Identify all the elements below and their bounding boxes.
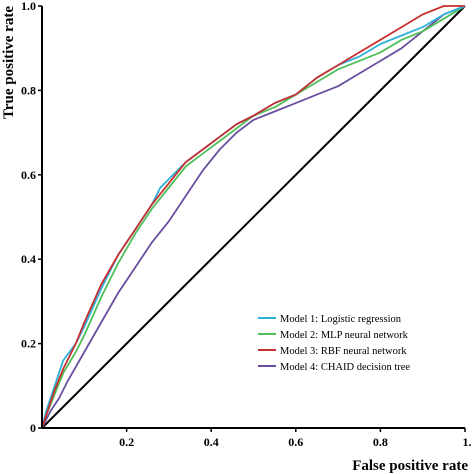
y-tick-label: 0.4 <box>21 252 36 266</box>
x-tick-label: 0.2 <box>119 435 134 449</box>
y-tick-label: 0.8 <box>21 83 36 97</box>
y-axis-ticks: 0 0.2 0.4 0.6 0.8 1.0 <box>21 0 42 435</box>
legend: Model 1: Logistic regression Model 2: MLP… <box>258 314 410 373</box>
y-tick-label: 0.6 <box>21 168 36 182</box>
y-tick-label: 1.0 <box>21 0 36 13</box>
y-tick-label: 0 <box>30 421 36 435</box>
x-axis-ticks: 0.2 0.4 0.6 0.8 1. <box>119 428 472 449</box>
x-tick-label: 0.4 <box>204 435 219 449</box>
legend-label-model-1: Model 1: Logistic regression <box>280 314 402 325</box>
legend-label-model-4: Model 4: CHAID decision tree <box>280 362 410 373</box>
marks-layer <box>41 5 466 429</box>
legend-label-model-3: Model 3: RBF neural network <box>280 346 407 357</box>
x-tick-label: 1. <box>463 435 472 449</box>
series-line-model-2 <box>41 5 466 429</box>
legend-label-model-2: Model 2: MLP neural network <box>280 330 409 341</box>
series-line-model-4 <box>41 5 466 429</box>
series-line-model-3 <box>41 5 465 429</box>
reference-diagonal-line <box>41 5 466 429</box>
x-tick-label: 0.8 <box>373 435 388 449</box>
x-axis-title: False positive rate <box>352 458 468 474</box>
x-tick-label: 0.6 <box>288 435 303 449</box>
y-tick-label: 0.2 <box>21 337 36 351</box>
y-axis-title: True positive rate <box>1 6 17 119</box>
